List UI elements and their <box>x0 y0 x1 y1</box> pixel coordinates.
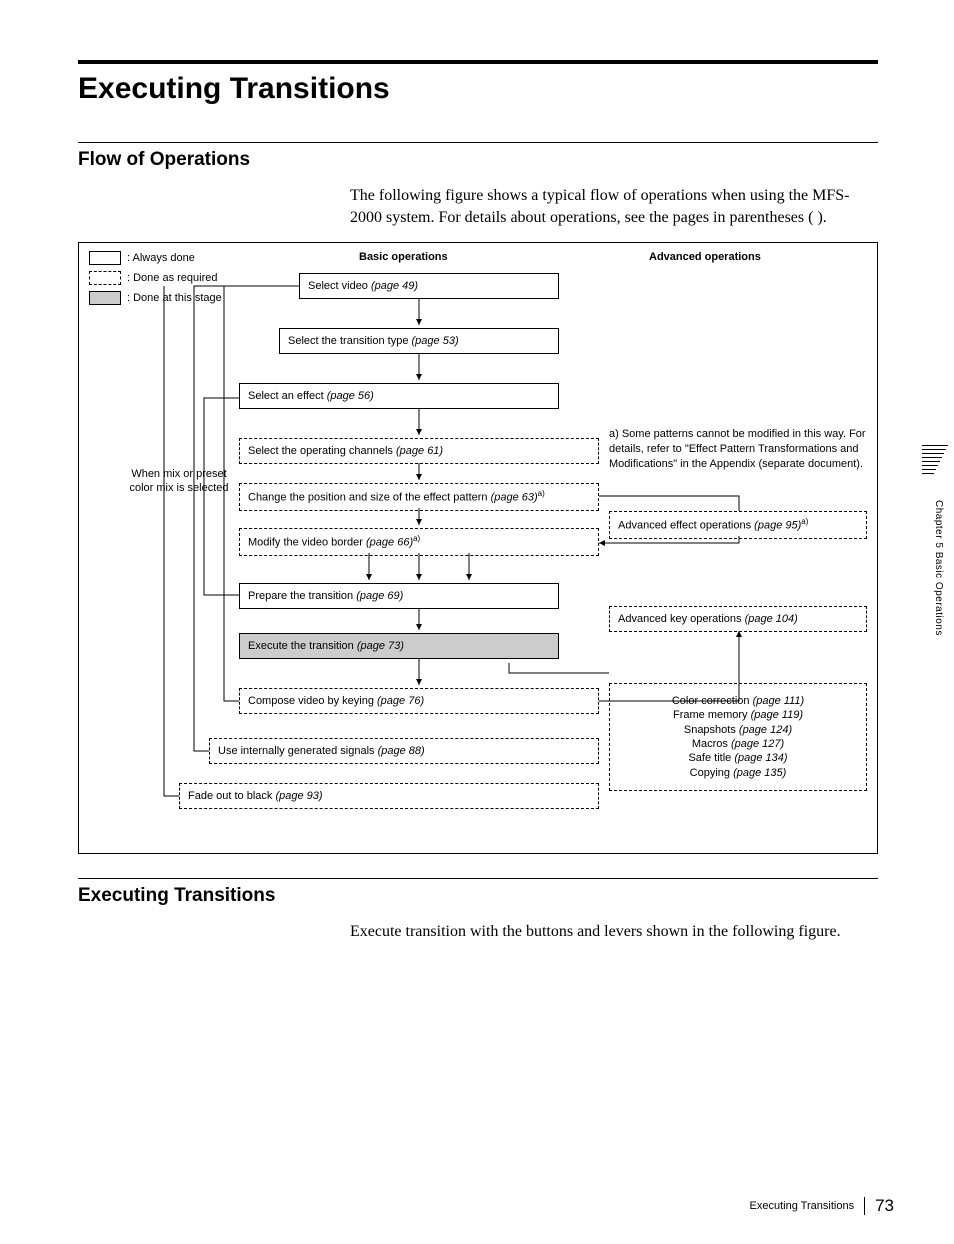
adv-list-box: Color correction (page 111) Frame memory… <box>609 683 867 791</box>
footnote-a: a) Some patterns cannot be modified in t… <box>609 427 869 472</box>
section1-title: Flow of Operations <box>78 149 878 171</box>
node-prepare-transition: Prepare the transition (page 69) <box>239 583 559 609</box>
chapter-title: Executing Transitions <box>78 72 878 106</box>
section2-rule <box>78 878 878 879</box>
side-label-mix: When mix or preset color mix is selected <box>129 467 229 496</box>
footer-title: Executing Transitions <box>750 1200 855 1212</box>
legend-always-label: : Always done <box>127 252 195 264</box>
legend: : Always done : Done as required : Done … <box>89 251 222 311</box>
legend-required-box <box>89 271 121 285</box>
intro-text: The following figure shows a typical flo… <box>350 185 878 228</box>
node-internal-signals: Use internally generated signals (page 8… <box>209 738 599 764</box>
basic-header: Basic operations <box>359 251 448 263</box>
flow-diagram: : Always done : Done as required : Done … <box>78 242 878 854</box>
legend-always-box <box>89 251 121 265</box>
top-thick-rule <box>78 60 878 64</box>
node-fade-black: Fade out to black (page 93) <box>179 783 599 809</box>
side-thumb-lines <box>922 445 948 477</box>
page-number: 73 <box>875 1196 894 1216</box>
node-video-border: Modify the video border (page 66)a) <box>239 528 599 556</box>
node-adv-effect: Advanced effect operations (page 95)a) <box>609 511 867 539</box>
node-position-size: Change the position and size of the effe… <box>239 483 599 511</box>
legend-stage-box <box>89 291 121 305</box>
node-adv-key: Advanced key operations (page 104) <box>609 606 867 632</box>
footer-separator <box>864 1197 865 1215</box>
side-tab-label: Chapter 5 Basic Operations <box>933 500 944 636</box>
node-transition-type: Select the transition type (page 53) <box>279 328 559 354</box>
section1-rule <box>78 142 878 143</box>
section2-title: Executing Transitions <box>78 885 878 907</box>
section2-text: Execute transition with the buttons and … <box>350 921 878 943</box>
advanced-header: Advanced operations <box>649 251 761 263</box>
node-operating-channels: Select the operating channels (page 61) <box>239 438 599 464</box>
node-compose-keying: Compose video by keying (page 76) <box>239 688 599 714</box>
legend-stage-label: : Done at this stage <box>127 292 222 304</box>
node-select-video: Select video (page 49) <box>299 273 559 299</box>
page-footer: Executing Transitions 73 <box>750 1196 894 1216</box>
node-select-effect: Select an effect (page 56) <box>239 383 559 409</box>
node-execute-transition: Execute the transition (page 73) <box>239 633 559 659</box>
legend-required-label: : Done as required <box>127 272 218 284</box>
